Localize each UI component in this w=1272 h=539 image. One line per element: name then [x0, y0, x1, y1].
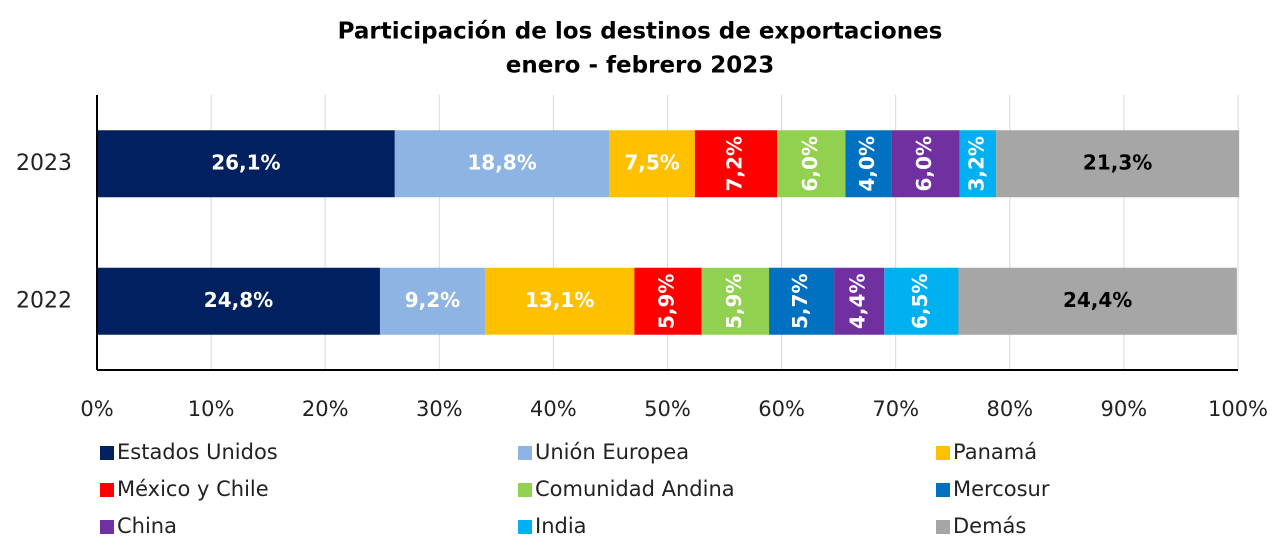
legend-swatch: [936, 483, 950, 497]
legend-label: Mercosur: [953, 477, 1050, 501]
x-tick-label: 80%: [986, 397, 1033, 421]
x-tick-label: 70%: [872, 397, 919, 421]
x-tick-label: 100%: [1208, 397, 1268, 421]
data-label: 21,3%: [1083, 150, 1152, 174]
bar-segment: [959, 130, 997, 198]
legend-label: México y Chile: [117, 477, 269, 501]
x-tick-label: 10%: [188, 397, 235, 421]
bar-segment: [634, 267, 702, 335]
x-tick-label: 0%: [80, 397, 113, 421]
bar-segment: [884, 267, 959, 335]
bar-segment: [609, 130, 695, 198]
legend-swatch: [936, 520, 950, 534]
bar-segment: [97, 130, 395, 198]
legend-label: Estados Unidos: [117, 440, 278, 464]
legend-label: Demás: [953, 514, 1026, 538]
bar-segment: [891, 130, 960, 198]
bar-segment: [777, 130, 846, 198]
bar-segment: [769, 267, 835, 335]
data-label: 5,7%: [788, 274, 812, 329]
data-label: 5,9%: [655, 274, 679, 329]
legend-swatch: [518, 446, 532, 460]
bar-segment: [394, 130, 610, 198]
y-tick-label: 2022: [16, 288, 72, 313]
data-label: 6,0%: [798, 136, 822, 191]
data-label: 13,1%: [525, 288, 594, 312]
legend-swatch: [518, 520, 532, 534]
data-label: 24,8%: [204, 288, 273, 312]
legend-label: Unión Europea: [535, 440, 689, 464]
x-tick-label: 20%: [302, 397, 349, 421]
bar-segment: [834, 267, 885, 335]
data-label: 9,2%: [405, 288, 460, 312]
data-label: 26,1%: [211, 150, 280, 174]
data-label: 4,4%: [846, 274, 870, 329]
bar-segment: [958, 267, 1237, 335]
data-label: 24,4%: [1063, 288, 1132, 312]
legend-label: Comunidad Andina: [535, 477, 735, 501]
legend-swatch: [936, 446, 950, 460]
bar-segment: [845, 130, 892, 198]
bar-segment: [97, 267, 380, 335]
chart-title: Participación de los destinos de exporta…: [338, 19, 943, 45]
data-label: 6,5%: [908, 274, 932, 329]
x-tick-label: 90%: [1101, 397, 1148, 421]
legend: Estados Unidos Unión Europea Panamá México …: [100, 440, 1050, 538]
bar-segment: [484, 267, 635, 335]
x-tick-label: 60%: [758, 397, 805, 421]
axes: 0% 10% 20% 30% 40% 50% 60% 70% 80% 90% 100% 2023 202…: [16, 95, 1268, 421]
data-label: 7,5%: [624, 150, 679, 174]
legend-swatch: [518, 483, 532, 497]
data-label: 3,2%: [964, 136, 988, 191]
data-label: 4,0%: [855, 136, 879, 191]
legend-swatch: [100, 446, 114, 460]
legend-swatch: [100, 483, 114, 497]
x-tick-label: 40%: [530, 397, 577, 421]
bar-segment: [379, 267, 485, 335]
x-tick-label: 50%: [644, 397, 691, 421]
data-label: 6,0%: [912, 136, 936, 191]
data-label: 7,2%: [722, 136, 746, 191]
chart-subtitle: enero - febrero 2023: [506, 53, 774, 79]
bar-segment: [701, 267, 770, 335]
legend-label: Panamá: [953, 440, 1037, 464]
legend-label: China: [117, 514, 177, 538]
legend-label: India: [535, 514, 587, 538]
data-label: 18,8%: [467, 150, 536, 174]
legend-swatch: [100, 520, 114, 534]
data-label: 5,9%: [722, 274, 746, 329]
bar-segment: [694, 130, 778, 198]
bars: 26,1% 18,8% 7,5% 7,2% 6,0% 4,0% 6,0% 3,2% 21,3% 2…: [97, 130, 1240, 335]
y-tick-label: 2023: [16, 151, 72, 176]
x-tick-label: 30%: [416, 397, 463, 421]
bar-segment: [996, 130, 1240, 198]
